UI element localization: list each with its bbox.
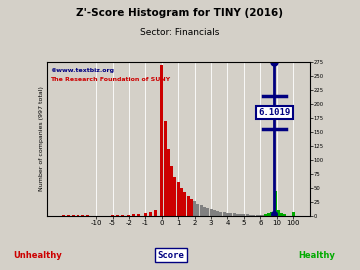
Text: Sector: Financials: Sector: Financials [140,28,220,37]
Bar [197,204,199,216]
Bar [256,215,258,216]
Bar [277,210,280,216]
Bar [269,215,272,216]
Text: Score: Score [158,251,184,260]
Bar [203,207,206,216]
Bar [163,121,167,216]
Text: Healthy: Healthy [298,251,335,260]
Bar [259,215,262,216]
Bar [137,214,140,216]
Bar [292,211,294,216]
Bar [274,191,276,216]
Bar [216,211,219,216]
Text: The Research Foundation of SUNY: The Research Foundation of SUNY [50,77,170,82]
Bar [174,177,176,216]
Bar [154,210,157,216]
Bar [67,215,69,216]
Bar [233,213,235,216]
Bar [170,166,173,216]
Bar [283,214,287,216]
Bar [213,210,216,216]
Bar [81,215,84,216]
Bar [249,215,252,216]
Bar [236,214,239,216]
Text: 6.1019: 6.1019 [258,108,291,117]
Bar [220,211,222,216]
Bar [160,65,163,216]
Bar [72,215,75,216]
Text: Unhealthy: Unhealthy [13,251,62,260]
Bar [200,205,203,216]
Bar [190,199,193,216]
Bar [111,215,114,216]
Bar [180,188,183,216]
Bar [132,214,135,216]
Bar [265,215,268,216]
Bar [262,215,265,216]
Bar [149,212,152,216]
Bar [116,215,119,216]
Bar [210,209,212,216]
Y-axis label: Number of companies (997 total): Number of companies (997 total) [39,87,44,191]
Bar [121,215,124,216]
Bar [206,208,209,216]
Bar [280,213,283,216]
Bar [267,213,270,216]
Bar [242,214,246,216]
Bar [264,214,267,216]
Bar [252,215,255,216]
Bar [226,213,229,216]
Bar [272,215,275,216]
Bar [239,214,242,216]
Bar [177,183,180,216]
Bar [229,213,232,216]
Bar [270,212,273,216]
Bar [62,215,65,216]
Bar [223,212,226,216]
Bar [246,214,249,216]
Bar [77,215,80,216]
Bar [127,215,130,216]
Bar [167,149,170,216]
Bar [186,196,189,216]
Text: ©www.textbiz.org: ©www.textbiz.org [50,68,114,73]
Bar [86,215,89,216]
Bar [144,213,147,216]
Text: Z'-Score Histogram for TINY (2016): Z'-Score Histogram for TINY (2016) [76,8,284,18]
Bar [193,201,196,216]
Bar [183,193,186,216]
